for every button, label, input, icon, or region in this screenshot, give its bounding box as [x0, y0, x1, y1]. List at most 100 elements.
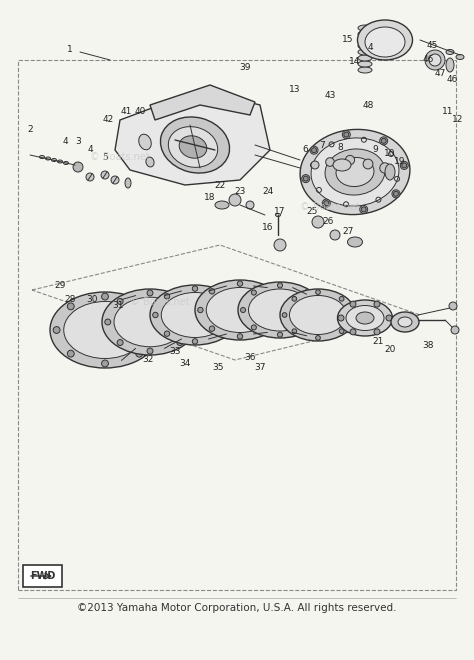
- Text: 10: 10: [384, 150, 396, 158]
- Circle shape: [316, 290, 320, 294]
- Circle shape: [101, 360, 109, 367]
- Ellipse shape: [52, 158, 56, 162]
- Circle shape: [310, 147, 318, 154]
- Circle shape: [177, 339, 183, 345]
- Circle shape: [392, 190, 400, 198]
- Text: 45: 45: [426, 40, 438, 50]
- Circle shape: [274, 239, 286, 251]
- Circle shape: [101, 171, 109, 179]
- Ellipse shape: [114, 297, 186, 346]
- Text: 48: 48: [362, 100, 374, 110]
- Text: 9: 9: [372, 145, 378, 154]
- Ellipse shape: [179, 136, 207, 158]
- Circle shape: [314, 308, 319, 313]
- Text: 26: 26: [322, 218, 334, 226]
- Text: 24: 24: [263, 187, 273, 197]
- Text: 4: 4: [62, 137, 68, 147]
- Circle shape: [324, 201, 329, 206]
- Circle shape: [361, 207, 366, 212]
- Text: 3: 3: [75, 137, 81, 147]
- Ellipse shape: [365, 27, 405, 57]
- Circle shape: [393, 191, 399, 196]
- Ellipse shape: [337, 300, 392, 336]
- Circle shape: [86, 173, 94, 181]
- Circle shape: [346, 155, 355, 164]
- Ellipse shape: [358, 31, 372, 37]
- Circle shape: [111, 176, 119, 184]
- Text: 18: 18: [204, 193, 216, 201]
- Circle shape: [311, 148, 317, 152]
- Circle shape: [189, 319, 195, 325]
- Circle shape: [350, 301, 356, 307]
- Ellipse shape: [238, 282, 322, 338]
- Text: 27: 27: [342, 228, 354, 236]
- Text: 29: 29: [55, 280, 66, 290]
- Polygon shape: [150, 85, 255, 120]
- Ellipse shape: [358, 61, 372, 67]
- Ellipse shape: [161, 292, 229, 337]
- Circle shape: [220, 294, 226, 299]
- Ellipse shape: [356, 312, 374, 324]
- Circle shape: [363, 159, 373, 169]
- Text: © Boats.net: © Boats.net: [90, 152, 150, 162]
- Circle shape: [246, 201, 254, 209]
- Circle shape: [304, 325, 309, 330]
- Circle shape: [277, 332, 283, 337]
- Circle shape: [322, 199, 330, 207]
- Circle shape: [326, 158, 334, 166]
- Text: 12: 12: [452, 115, 464, 125]
- Ellipse shape: [357, 20, 412, 60]
- FancyBboxPatch shape: [23, 565, 62, 587]
- Ellipse shape: [358, 55, 372, 61]
- Circle shape: [304, 290, 309, 295]
- Circle shape: [316, 335, 320, 340]
- Ellipse shape: [195, 280, 285, 340]
- Circle shape: [150, 327, 157, 333]
- Circle shape: [374, 301, 380, 307]
- Circle shape: [277, 308, 283, 313]
- Circle shape: [386, 315, 392, 321]
- Ellipse shape: [150, 285, 240, 345]
- Circle shape: [198, 308, 203, 313]
- Circle shape: [192, 286, 198, 291]
- Ellipse shape: [336, 158, 374, 187]
- Circle shape: [449, 302, 457, 310]
- Text: 34: 34: [179, 360, 191, 368]
- Ellipse shape: [46, 157, 51, 160]
- Text: 23: 23: [234, 187, 246, 197]
- Text: 39: 39: [239, 63, 251, 71]
- Ellipse shape: [391, 312, 419, 332]
- Circle shape: [136, 350, 143, 357]
- Circle shape: [380, 163, 390, 173]
- Text: 32: 32: [142, 356, 154, 364]
- Circle shape: [147, 290, 153, 296]
- Text: 19: 19: [394, 158, 406, 166]
- Ellipse shape: [346, 306, 384, 331]
- Ellipse shape: [139, 134, 151, 150]
- Circle shape: [117, 339, 123, 345]
- Text: 2: 2: [27, 125, 33, 135]
- Text: 1: 1: [67, 46, 73, 55]
- Circle shape: [277, 283, 283, 288]
- Circle shape: [153, 312, 158, 317]
- Ellipse shape: [358, 37, 372, 43]
- Circle shape: [344, 132, 349, 137]
- Ellipse shape: [57, 160, 63, 163]
- Circle shape: [53, 327, 60, 333]
- Text: ©2013 Yamaha Motor Corporation, U.S.A. All rights reserved.: ©2013 Yamaha Motor Corporation, U.S.A. A…: [77, 603, 397, 613]
- Ellipse shape: [300, 129, 410, 214]
- Circle shape: [237, 281, 243, 286]
- Ellipse shape: [358, 25, 372, 31]
- Ellipse shape: [125, 178, 131, 188]
- Ellipse shape: [275, 213, 281, 216]
- Circle shape: [312, 216, 324, 228]
- Text: 31: 31: [112, 300, 124, 310]
- Circle shape: [282, 313, 287, 317]
- Circle shape: [265, 288, 271, 294]
- Text: © Boats.net: © Boats.net: [300, 202, 360, 212]
- Circle shape: [360, 205, 368, 213]
- Text: 36: 36: [244, 354, 256, 362]
- Circle shape: [451, 326, 459, 334]
- Text: 25: 25: [306, 207, 318, 216]
- Circle shape: [349, 313, 354, 317]
